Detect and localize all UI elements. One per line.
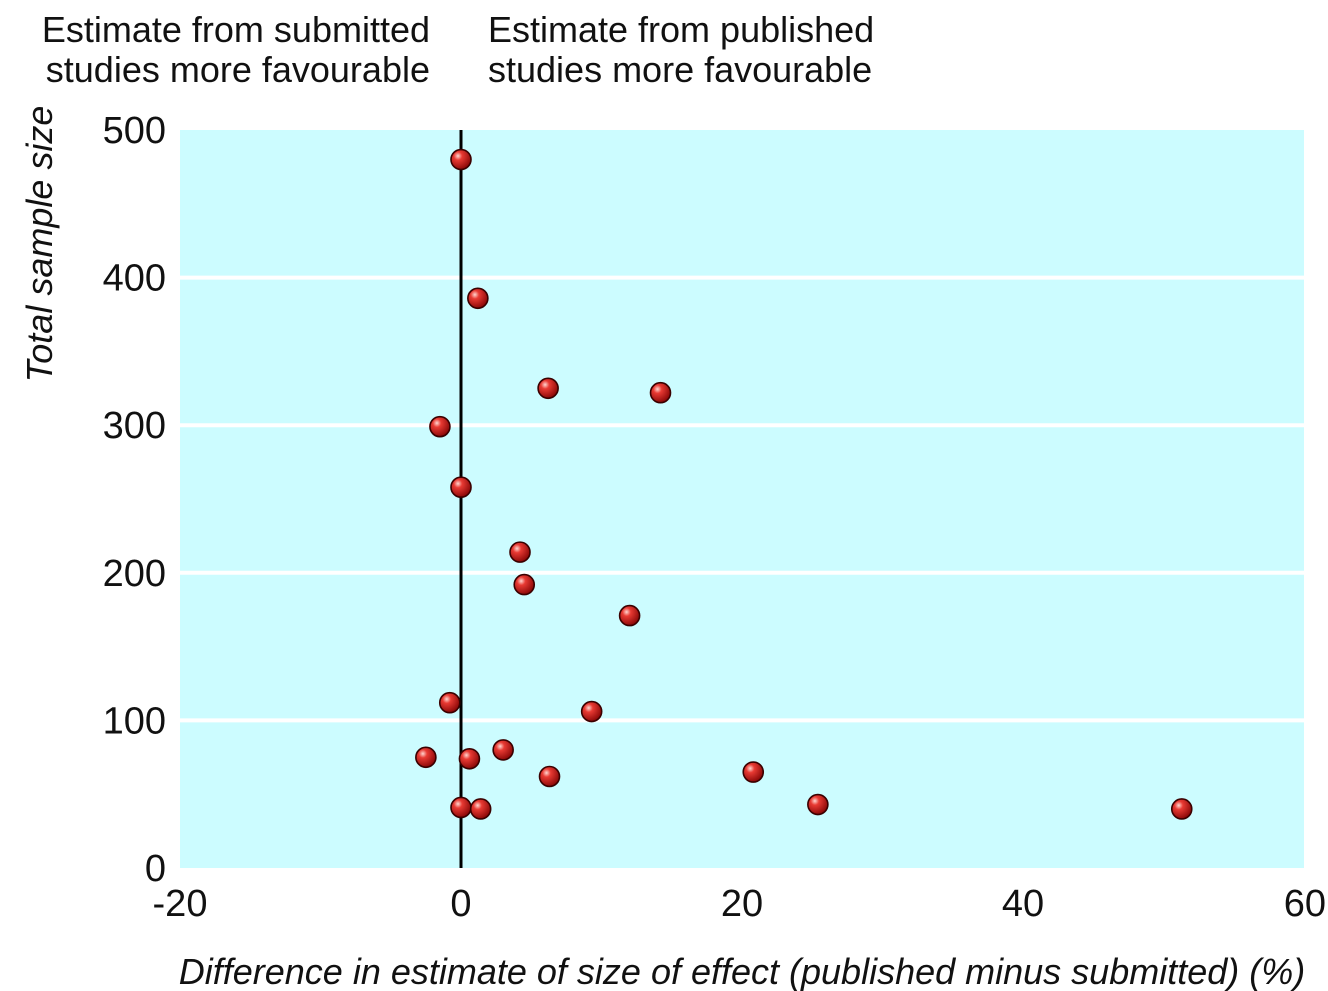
data-point-2: [467, 287, 489, 310]
data-point-16: [742, 761, 765, 783]
data-point-20: [469, 798, 492, 820]
x-tick-label-20: 20: [721, 883, 763, 925]
data-point-14: [492, 739, 514, 761]
plot-background: [180, 130, 1304, 868]
data-point-10: [438, 691, 461, 714]
data-point-6: [450, 476, 472, 498]
y-tick-label-0: 0: [145, 848, 166, 890]
annotation-published-line-1: Estimate from published: [488, 9, 874, 50]
y-tick-label-500: 500: [103, 110, 166, 152]
x-tick-label-40: 40: [1002, 883, 1044, 925]
y-tick-labels: 0 100 200 300 400 500: [103, 110, 166, 890]
y-tick-label-100: 100: [103, 700, 166, 742]
data-point-8: [513, 573, 536, 596]
data-point-11: [580, 700, 603, 723]
data-point-4: [649, 381, 672, 404]
x-axis-title: Difference in estimate of size of effect…: [179, 951, 1305, 991]
annotation-submitted-line-1: Estimate from submitted: [42, 9, 430, 50]
y-tick-label-300: 300: [103, 405, 166, 447]
data-point-3: [537, 377, 559, 400]
data-point-1: [450, 148, 472, 171]
data-point-17: [807, 793, 829, 816]
y-axis-title: Total sample size: [19, 106, 60, 383]
data-point-15: [538, 765, 561, 788]
data-point-12: [415, 746, 437, 769]
data-point-18: [1170, 798, 1193, 820]
data-point-7: [509, 541, 531, 563]
data-points: [415, 148, 1193, 820]
y-tick-label-400: 400: [103, 258, 166, 300]
x-tick-label-60: 60: [1284, 883, 1326, 925]
data-point-13: [458, 747, 481, 770]
data-point-19: [450, 796, 472, 819]
x-tick-labels: -20 0 20 40 60: [153, 883, 1326, 925]
grid-lines: [180, 275, 1304, 723]
data-point-9: [618, 604, 641, 627]
data-point-5: [429, 415, 451, 438]
x-tick-label-0: 0: [450, 883, 471, 925]
annotation-published-line-2: studies more favourable: [488, 49, 872, 90]
x-tick-label--20: -20: [153, 883, 208, 925]
annotation-submitted-line-2: studies more favourable: [46, 49, 430, 90]
y-tick-label-200: 200: [103, 553, 166, 595]
